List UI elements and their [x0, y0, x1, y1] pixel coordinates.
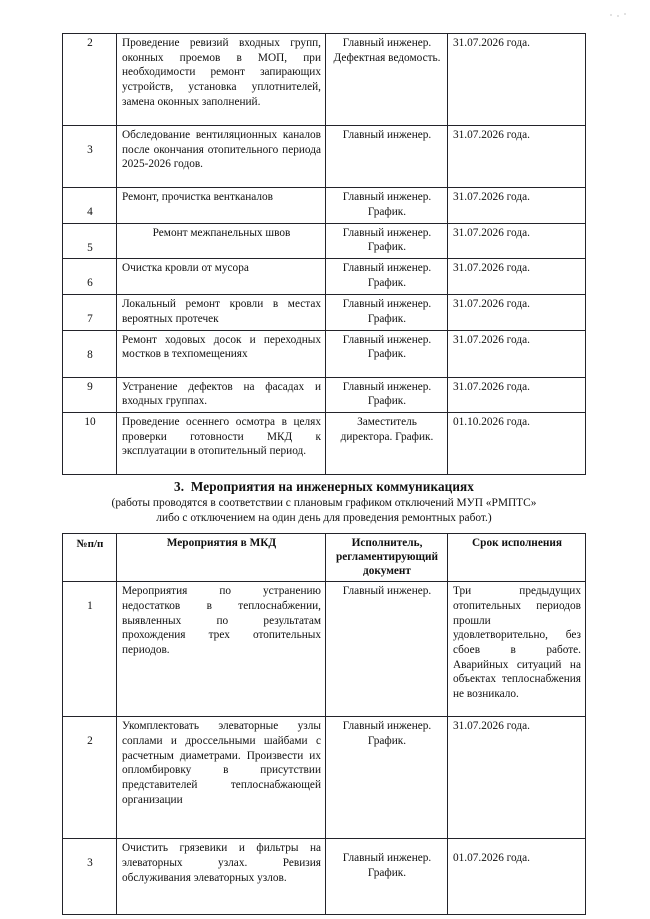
engineering-communications-table: №п/п Мероприятия в МКД Исполнитель, регл… — [62, 532, 586, 916]
row-term: 31.07.2026 года. — [447, 187, 586, 224]
section-heading-block: 3. Мероприятия на инженерных коммуникаци… — [62, 479, 586, 526]
row-number: 4 — [62, 187, 117, 224]
table-row: 2 Проведение ревизий входных групп, окон… — [62, 33, 586, 126]
table-row: 10 Проведение осеннего осмотра в целях п… — [62, 412, 586, 476]
row-executor: Главный инженер. График. — [325, 294, 448, 331]
row-action: Ремонт ходовых досок и переходных мостко… — [116, 329, 326, 378]
row-action: Ремонт, прочистка вентканалов — [116, 187, 326, 224]
row-number: 3 — [62, 838, 117, 916]
row-term: 31.07.2026 года. — [447, 222, 586, 260]
row-term: 31.07.2026 года. — [447, 125, 586, 188]
row-action: Устранение дефектов на фасадах и входных… — [116, 376, 326, 414]
column-header-number: №п/п — [62, 532, 117, 583]
table-row: 9 Устранение дефектов на фасадах и входн… — [62, 376, 586, 414]
row-executor: Главный инженер. График. — [325, 222, 448, 260]
row-action: Проведение ревизий входных групп, оконны… — [116, 33, 326, 126]
row-term: 31.07.2026 года. — [447, 33, 586, 126]
section-title: 3. Мероприятия на инженерных коммуникаци… — [62, 479, 586, 495]
row-action: Мероприятия по устранению недостатков в … — [116, 581, 326, 718]
row-executor: Главный инженер. Дефектная ведомость. — [325, 33, 448, 126]
row-executor: Главный инженер. График. — [325, 258, 448, 296]
row-action: Очистка кровли от мусора — [116, 258, 326, 296]
table-row: 4 Ремонт, прочистка вентканалов Главный … — [62, 187, 586, 224]
row-action: Обследование вентиляционных каналов посл… — [116, 125, 326, 188]
table-row: 3 Обследование вентиляционных каналов по… — [62, 125, 586, 188]
mkd-measures-table: 2 Проведение ревизий входных групп, окон… — [62, 33, 586, 476]
row-number: 2 — [62, 33, 117, 126]
row-number: 9 — [62, 376, 117, 414]
row-term: Три предыдущих отопительных периодов про… — [447, 581, 586, 718]
row-executor: Главный инженер. График. — [325, 838, 448, 916]
table-row: 5 Ремонт межпанельных швов Главный инжен… — [62, 222, 586, 260]
row-executor: Главный инженер. График. — [325, 716, 448, 840]
row-executor: Главный инженер. График. — [325, 376, 448, 414]
table-row: 7 Локальный ремонт кровли в местах вероя… — [62, 294, 586, 331]
section-subtitle-line-2: либо с отключением на один день для пров… — [156, 511, 492, 524]
row-number: 8 — [62, 329, 117, 378]
column-header-action: Мероприятия в МКД — [116, 532, 326, 583]
row-number: 6 — [62, 258, 117, 296]
row-number: 5 — [62, 222, 117, 260]
row-term: 31.07.2026 года. — [447, 294, 586, 331]
row-term: 31.07.2026 года. — [447, 716, 586, 840]
row-term: 31.07.2026 года. — [447, 329, 586, 378]
scan-speck — [617, 15, 619, 17]
table-row: 2 Укомплектовать элеваторные узлы соплам… — [62, 716, 586, 840]
row-action: Проведение осеннего осмотра в целях пров… — [116, 412, 326, 476]
section-number: 3. — [174, 479, 185, 494]
section-title-text: Мероприятия на инженерных коммуникациях — [190, 479, 474, 494]
scan-speck — [624, 13, 626, 15]
row-term: 01.10.2026 года. — [447, 412, 586, 476]
row-number: 1 — [62, 581, 117, 718]
row-executor: Заместитель директора. График. — [325, 412, 448, 476]
row-term: 31.07.2026 года. — [447, 258, 586, 296]
row-term: 01.07.2026 года. — [447, 838, 586, 916]
row-action: Укомплектовать элеваторные узлы соплами … — [116, 716, 326, 840]
table-row: 1 Мероприятия по устранению недостатков … — [62, 581, 586, 718]
scan-speck — [610, 14, 612, 16]
row-executor: Главный инженер. График. — [325, 187, 448, 224]
table-row: 8 Ремонт ходовых досок и переходных мост… — [62, 329, 586, 378]
section-subtitle-line-1: (работы проводятся в соответствии с план… — [111, 496, 537, 509]
row-action: Локальный ремонт кровли в местах вероятн… — [116, 294, 326, 331]
table-row: 3 Очистить грязевики и фильтры на элеват… — [62, 838, 586, 916]
table-row: 6 Очистка кровли от мусора Главный инжен… — [62, 258, 586, 296]
table-header-row: №п/п Мероприятия в МКД Исполнитель, регл… — [62, 532, 586, 583]
row-executor: Главный инженер. — [325, 581, 448, 718]
row-action: Очистить грязевики и фильтры на элеватор… — [116, 838, 326, 916]
row-action: Ремонт межпанельных швов — [116, 222, 326, 260]
row-number: 2 — [62, 716, 117, 840]
row-number: 7 — [62, 294, 117, 331]
column-header-executor: Исполнитель, регламентирующий документ — [325, 532, 448, 583]
row-term: 31.07.2026 года. — [447, 376, 586, 414]
row-executor: Главный инженер. — [325, 125, 448, 188]
column-header-term: Срок исполнения — [447, 532, 586, 583]
row-number: 3 — [62, 125, 117, 188]
row-number: 10 — [62, 412, 117, 476]
row-executor: Главный инженер. График. — [325, 329, 448, 378]
